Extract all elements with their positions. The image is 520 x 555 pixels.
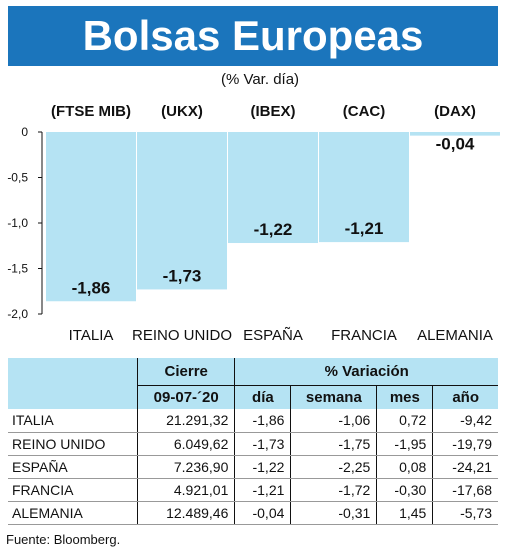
row-ano: -19,79 xyxy=(432,432,498,456)
value-label: -0,04 xyxy=(436,135,475,154)
row-cierre: 6.049,62 xyxy=(137,432,235,456)
table-row: ITALIA 21.291,32 -1,86 -1,06 0,72 -9,42 xyxy=(8,409,498,433)
index-label: (FTSE MIB) xyxy=(51,103,131,120)
value-label: -1,86 xyxy=(72,278,111,297)
row-semana: -1,72 xyxy=(290,478,377,502)
row-dia: -1,86 xyxy=(234,409,291,433)
category-label: ESPAÑA xyxy=(243,327,303,344)
source-note: Fuente: Bloomberg. xyxy=(6,532,121,547)
row-dia: -1,73 xyxy=(234,432,291,456)
category-label: REINO UNIDO xyxy=(132,327,232,344)
header-mes: mes xyxy=(376,385,433,409)
header-variacion: % Variación xyxy=(234,358,498,386)
y-tick-label: -2,0 xyxy=(7,307,28,321)
row-dia: -1,21 xyxy=(234,478,291,502)
header-ano: año xyxy=(432,385,498,409)
row-ano: -17,68 xyxy=(432,478,498,502)
row-ano: -24,21 xyxy=(432,455,498,479)
bar xyxy=(228,132,318,244)
row-ano: -5,73 xyxy=(432,501,498,525)
header-cierre: Cierre xyxy=(137,358,235,386)
category-label: ALEMANIA xyxy=(417,327,493,344)
index-label: (UKX) xyxy=(161,103,203,120)
data-table: Cierre % Variación 09-07-´20 día semana … xyxy=(8,358,498,525)
row-country: ESPAÑA xyxy=(8,455,138,479)
row-mes: 0,08 xyxy=(376,455,433,479)
value-label: -1,73 xyxy=(163,266,202,285)
header-dia: día xyxy=(234,385,291,409)
index-label: (IBEX) xyxy=(251,103,296,120)
row-country: ITALIA xyxy=(8,409,138,433)
y-tick-label: -0,5 xyxy=(7,171,28,185)
table-row: FRANCIA 4.921,01 -1,21 -1,72 -0,30 -17,6… xyxy=(8,478,498,502)
bar xyxy=(137,132,227,290)
bar xyxy=(319,132,409,243)
row-semana: -0,31 xyxy=(290,501,377,525)
y-tick-label: -1,0 xyxy=(7,216,28,230)
row-semana: -1,75 xyxy=(290,432,377,456)
table-row: ESPAÑA 7.236,90 -1,22 -2,25 0,08 -24,21 xyxy=(8,455,498,479)
bar xyxy=(410,132,500,136)
table-corner-cell xyxy=(8,358,138,385)
table-row: REINO UNIDO 6.049,62 -1,73 -1,75 -1,95 -… xyxy=(8,432,498,456)
row-mes: 0,72 xyxy=(376,409,433,433)
row-mes: -1,95 xyxy=(376,432,433,456)
bar xyxy=(46,132,136,302)
value-label: -1,21 xyxy=(345,219,384,238)
bar-chart: 0 -0,5 -1,0 -1,5 -2,0 (FTSE MIB) -1,86 ITALIA (U… xyxy=(7,103,500,344)
row-cierre: 7.236,90 xyxy=(137,455,235,479)
table-corner-cell xyxy=(8,385,138,409)
chart-title: Bolsas Europeas xyxy=(8,6,498,66)
row-semana: -1,06 xyxy=(290,409,377,433)
row-country: FRANCIA xyxy=(8,478,138,502)
row-country: ALEMANIA xyxy=(8,501,138,525)
y-tick-label: -1,5 xyxy=(7,262,28,276)
row-dia: -0,04 xyxy=(234,501,291,525)
row-cierre: 21.291,32 xyxy=(137,409,235,433)
row-mes: 1,45 xyxy=(376,501,433,525)
row-dia: -1,22 xyxy=(234,455,291,479)
table-row: ALEMANIA 12.489,46 -0,04 -0,31 1,45 -5,7… xyxy=(8,501,498,525)
row-ano: -9,42 xyxy=(432,409,498,433)
row-cierre: 12.489,46 xyxy=(137,501,235,525)
header-date: 09-07-´20 xyxy=(137,385,235,409)
row-mes: -0,30 xyxy=(376,478,433,502)
category-label: ITALIA xyxy=(69,327,114,344)
y-tick-label: 0 xyxy=(21,125,28,139)
row-semana: -2,25 xyxy=(290,455,377,479)
chart-subtitle: (% Var. día) xyxy=(220,71,300,88)
index-label: (DAX) xyxy=(434,103,476,120)
header-semana: semana xyxy=(290,385,377,409)
category-label: FRANCIA xyxy=(331,327,397,344)
row-country: REINO UNIDO xyxy=(8,432,138,456)
index-label: (CAC) xyxy=(343,103,386,120)
row-cierre: 4.921,01 xyxy=(137,478,235,502)
value-label: -1,22 xyxy=(254,220,293,239)
